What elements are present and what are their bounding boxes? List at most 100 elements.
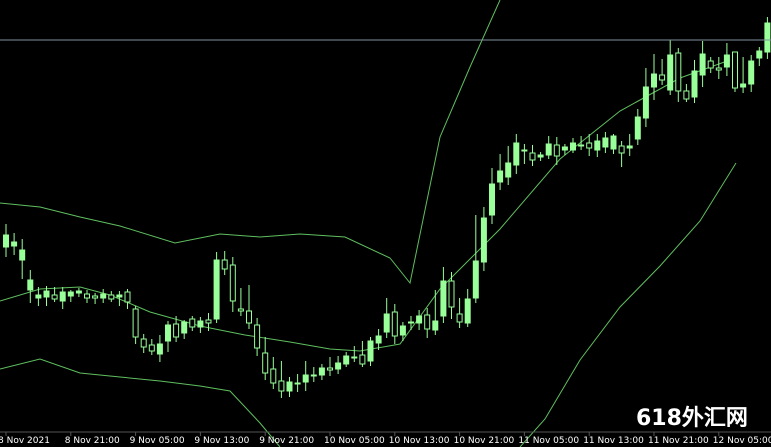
candle xyxy=(335,356,342,374)
candle xyxy=(683,84,690,102)
candle-body xyxy=(707,60,714,69)
candle-body xyxy=(148,344,155,352)
candle xyxy=(197,317,204,333)
candle-body xyxy=(213,259,220,320)
candle xyxy=(456,298,463,328)
candle-body xyxy=(165,324,171,342)
candle-body xyxy=(156,343,163,355)
candle-body xyxy=(254,324,261,349)
candle xyxy=(416,310,423,330)
candle-body xyxy=(116,294,123,298)
candle-body xyxy=(140,338,147,348)
candle xyxy=(691,60,698,103)
candle xyxy=(116,291,123,306)
candle xyxy=(618,141,625,167)
candle-body xyxy=(561,146,568,151)
candle xyxy=(221,251,228,275)
candle-body xyxy=(189,318,196,328)
candle-body xyxy=(642,86,649,119)
candle-body xyxy=(237,308,244,312)
candle-body xyxy=(367,340,374,362)
candle xyxy=(651,54,657,100)
candle xyxy=(156,335,163,362)
candle-body xyxy=(740,83,747,88)
candle-body xyxy=(124,291,131,303)
candle xyxy=(270,357,277,389)
candle-body xyxy=(67,291,74,297)
candle-body xyxy=(480,217,487,263)
candle xyxy=(343,352,350,367)
candle xyxy=(521,144,528,164)
candle xyxy=(480,207,487,271)
candle xyxy=(100,289,107,303)
candle xyxy=(391,304,398,344)
candle xyxy=(11,233,18,255)
candles xyxy=(3,17,771,398)
candle-body xyxy=(715,67,722,71)
candle xyxy=(35,287,42,306)
candle xyxy=(667,40,674,95)
time-tick-label: 9 Nov 05:00 xyxy=(130,436,185,446)
time-tick-label: 8 Nov 21:00 xyxy=(65,436,120,446)
candle-body xyxy=(537,154,544,158)
candle-body xyxy=(683,90,690,100)
bollinger-band-lower2 xyxy=(519,162,737,447)
candle xyxy=(440,267,447,323)
candle xyxy=(553,137,560,165)
candle-body xyxy=(351,356,358,359)
candle-body xyxy=(310,374,317,377)
candle xyxy=(740,57,747,93)
candle xyxy=(570,138,576,153)
time-tick-label: 12 Nov 05:00 xyxy=(713,436,771,446)
candle xyxy=(327,357,333,376)
candle xyxy=(424,308,431,338)
candle-body xyxy=(578,144,585,147)
candle xyxy=(237,288,244,316)
candle xyxy=(464,289,471,327)
candle xyxy=(399,322,406,341)
candle-body xyxy=(529,152,536,161)
bollinger-band-upper xyxy=(0,0,501,285)
time-tick-label: 9 Nov 13:00 xyxy=(194,436,249,446)
candle xyxy=(715,57,722,79)
candle xyxy=(310,367,317,382)
candle-body xyxy=(278,380,285,392)
candle-body xyxy=(229,264,236,302)
candle-body xyxy=(723,54,730,68)
candle xyxy=(497,154,504,190)
candle xyxy=(529,145,536,166)
candle-body xyxy=(610,135,617,150)
candle xyxy=(213,252,220,323)
time-tick-label: 8 Nov 2021 xyxy=(0,436,50,446)
candle xyxy=(173,316,180,342)
candle xyxy=(278,361,285,398)
candle xyxy=(375,329,382,350)
candle-body xyxy=(440,280,447,317)
candle-body xyxy=(3,234,9,248)
candle-body xyxy=(699,53,706,76)
candle xyxy=(732,51,738,92)
candle xyxy=(659,59,666,85)
candle xyxy=(472,215,479,303)
candle xyxy=(302,361,309,391)
candle xyxy=(84,290,90,303)
candle-body xyxy=(651,73,657,88)
candle-body xyxy=(626,145,633,149)
time-tick-label: 10 Nov 05:00 xyxy=(324,436,385,446)
candle-body xyxy=(27,279,34,291)
candle-body xyxy=(399,325,406,336)
candle-body xyxy=(675,52,682,92)
candle-body xyxy=(181,321,188,334)
candle xyxy=(699,41,706,87)
candle xyxy=(602,132,609,153)
candle xyxy=(383,298,390,338)
candle-body xyxy=(764,22,771,53)
time-axis: 8 Nov 2021 8 Nov 21:00 9 Nov 05:00 9 Nov 13… xyxy=(0,432,771,446)
candle-body xyxy=(618,145,625,154)
candle-body xyxy=(262,352,269,374)
candle xyxy=(634,109,641,145)
candle xyxy=(561,144,568,155)
candle-body xyxy=(691,70,698,98)
candle xyxy=(124,289,131,309)
